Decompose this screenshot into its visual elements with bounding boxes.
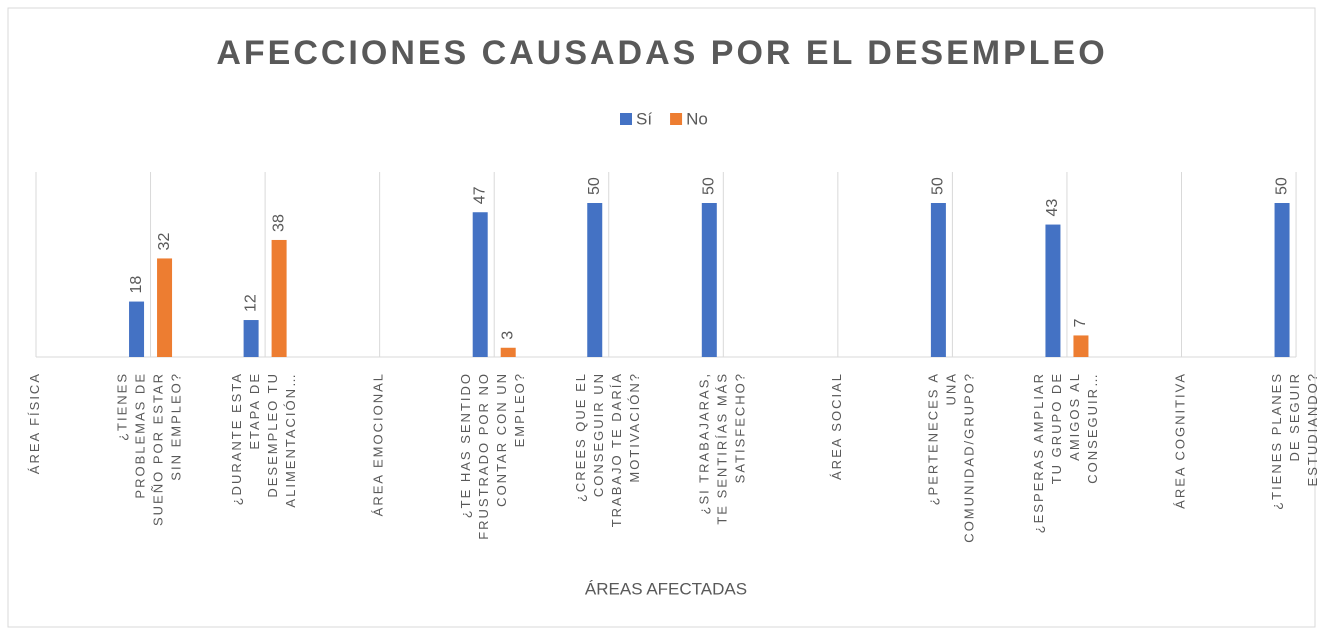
data-label: 18 xyxy=(128,276,145,294)
data-label: 50 xyxy=(930,177,947,195)
bar xyxy=(157,258,173,357)
bar xyxy=(701,203,717,357)
data-label: 7 xyxy=(1072,318,1089,327)
bar xyxy=(129,301,145,357)
x-tick-label: ¿TIENES PLANES DE SEGUIR ESTUDIANDO? xyxy=(1269,372,1320,510)
legend-swatch xyxy=(620,113,632,125)
legend-swatch xyxy=(670,113,683,125)
legend-label: No xyxy=(686,109,708,128)
chart-border xyxy=(7,7,1316,628)
data-label: 32 xyxy=(156,233,173,251)
bar xyxy=(271,239,287,357)
x-tick-label: ¿TIENES PROBLEMAS DE SUEÑO POR ESTAR SIN EM… xyxy=(115,372,184,526)
x-tick-label: ¿SI TRABAJARAS, TE SENTIRÍAS MÁS SATISFECH… xyxy=(697,372,748,525)
x-tick-label: ÁREA COGNITIVA xyxy=(1173,372,1188,509)
data-label: 47 xyxy=(471,186,488,204)
data-label: 43 xyxy=(1044,199,1061,217)
x-tick-label: ÁREA EMOCIONAL xyxy=(371,372,386,516)
x-tick-label: ¿CREES QUE EL CONSEGUIR UN TRABAJO TE DARÍ… xyxy=(573,372,642,527)
x-axis-label: ÁREAS AFECTADAS xyxy=(585,579,747,598)
bar xyxy=(1073,335,1089,357)
bar xyxy=(500,347,516,357)
data-label: 50 xyxy=(586,177,603,195)
data-label: 50 xyxy=(1273,177,1290,195)
x-tick-label: ÁREA FÍSICA xyxy=(27,372,42,474)
bar xyxy=(587,203,603,357)
legend-label: Sí xyxy=(636,109,652,128)
x-tick-label: ¿DURANTE ESTA ETAPA DE DESEMPLEO TU ALIMENT… xyxy=(230,372,299,508)
bar xyxy=(1045,224,1061,357)
bar xyxy=(1274,203,1290,357)
bar xyxy=(930,203,946,357)
x-tick-label: ÁREA SOCIAL xyxy=(829,372,844,480)
x-tick-label: ¿ESPERAS AMPLIAR TU GRUPO DE AMIGOS AL CONS… xyxy=(1031,372,1100,533)
x-tick-label: ¿TE HAS SENTIDO FRUSTRADO POR NO CONTAR CO… xyxy=(459,372,528,540)
data-label: 12 xyxy=(242,294,259,312)
data-label: 50 xyxy=(701,177,718,195)
bar xyxy=(243,320,259,357)
data-label: 3 xyxy=(499,331,516,340)
chart-title: AFECCIONES CAUSADAS POR EL DESEMPLEO xyxy=(216,34,1107,72)
bar xyxy=(472,212,488,357)
data-label: 38 xyxy=(270,214,287,232)
x-tick-label: ¿PERTENECES A UNA COMUNIDAD/GRUPO? xyxy=(926,372,977,543)
